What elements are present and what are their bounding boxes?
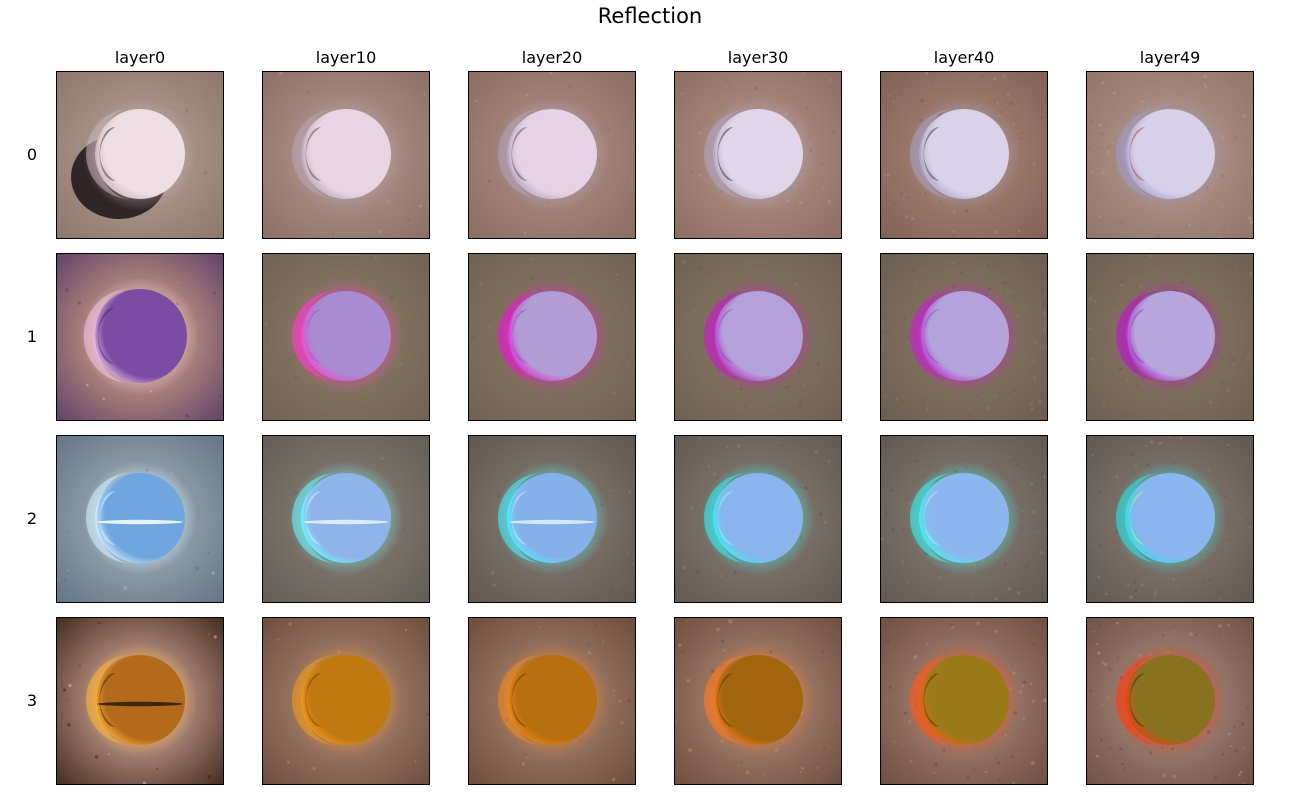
sample-image-r2-c1 [262, 435, 430, 603]
column-label-layer30: layer30 [727, 48, 789, 67]
column-label-layer10: layer10 [315, 48, 377, 67]
sample-image-r1-c1 [262, 253, 430, 421]
sphere-render [57, 254, 223, 420]
sphere-render [1087, 72, 1253, 238]
sample-image-r0-c0 [56, 71, 224, 239]
sample-image-r0-c1 [262, 71, 430, 239]
sample-image-r2-c2 [468, 435, 636, 603]
sample-image-r2-c4 [880, 435, 1048, 603]
sample-image-r3-c4 [880, 617, 1048, 785]
column-label-layer49: layer49 [1139, 48, 1201, 67]
sample-image-r1-c4 [880, 253, 1048, 421]
sample-image-r1-c2 [468, 253, 636, 421]
sphere-render [881, 254, 1047, 420]
sample-image-r3-c3 [674, 617, 842, 785]
sample-image-r3-c5 [1086, 617, 1254, 785]
sphere-render [57, 618, 223, 784]
sample-image-r1-c0 [56, 253, 224, 421]
row-label-1: 1 [26, 327, 38, 346]
sample-image-r0-c3 [674, 71, 842, 239]
sphere-render [675, 72, 841, 238]
sample-image-r1-c5 [1086, 253, 1254, 421]
sphere-render [469, 72, 635, 238]
sample-image-r3-c1 [262, 617, 430, 785]
sphere-render [469, 436, 635, 602]
sample-image-r0-c2 [468, 71, 636, 239]
sphere-render [263, 254, 429, 420]
sample-image-r1-c3 [674, 253, 842, 421]
row-label-3: 3 [26, 691, 38, 710]
sphere-render [1087, 618, 1253, 784]
sphere-render [675, 254, 841, 420]
column-label-layer0: layer0 [114, 48, 166, 67]
sphere-render [263, 436, 429, 602]
sphere-render [675, 436, 841, 602]
sphere-render [57, 72, 223, 238]
sphere-render [1087, 254, 1253, 420]
sphere-render [263, 618, 429, 784]
sphere-render [1087, 436, 1253, 602]
sphere-render [57, 436, 223, 602]
sample-image-r3-c2 [468, 617, 636, 785]
sphere-render [469, 618, 635, 784]
sample-image-r0-c4 [880, 71, 1048, 239]
column-label-layer40: layer40 [933, 48, 995, 67]
sphere-render [469, 254, 635, 420]
sphere-render [675, 618, 841, 784]
figure-title: Reflection [597, 4, 703, 28]
column-label-layer20: layer20 [521, 48, 583, 67]
sample-image-r2-c0 [56, 435, 224, 603]
sample-image-r2-c5 [1086, 435, 1254, 603]
sphere-render [881, 436, 1047, 602]
sample-image-r2-c3 [674, 435, 842, 603]
sample-image-r0-c5 [1086, 71, 1254, 239]
row-label-0: 0 [26, 145, 38, 164]
row-label-2: 2 [26, 509, 38, 528]
sphere-render [881, 618, 1047, 784]
sample-image-r3-c0 [56, 617, 224, 785]
sphere-render [263, 72, 429, 238]
sphere-render [881, 72, 1047, 238]
